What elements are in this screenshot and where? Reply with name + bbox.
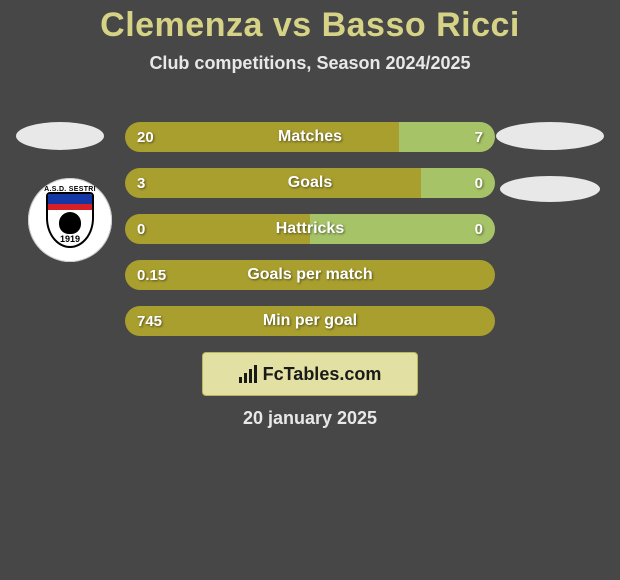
stat-row: 00Hattricks bbox=[125, 214, 495, 244]
stat-label: Hattricks bbox=[125, 214, 495, 244]
bar-chart-icon bbox=[239, 365, 257, 383]
stat-label: Min per goal bbox=[125, 306, 495, 336]
stat-row: 0.15Goals per match bbox=[125, 260, 495, 290]
player-right-placeholder-2 bbox=[500, 176, 600, 202]
stat-label: Goals bbox=[125, 168, 495, 198]
comparison-infographic: Clemenza vs Basso Ricci Club competition… bbox=[0, 0, 620, 580]
club-crest: A.S.D. SESTRI LEVANTE 1919 bbox=[28, 178, 112, 262]
player-left-placeholder bbox=[16, 122, 104, 150]
stat-label: Goals per match bbox=[125, 260, 495, 290]
stat-row: 207Matches bbox=[125, 122, 495, 152]
brand-label: FcTables.com bbox=[263, 364, 382, 385]
stat-row: 30Goals bbox=[125, 168, 495, 198]
crest-year: 1919 bbox=[48, 234, 92, 244]
shield-icon: 1919 bbox=[46, 192, 94, 248]
page-subtitle: Club competitions, Season 2024/2025 bbox=[0, 53, 620, 74]
stats-panel: 207Matches 30Goals 00Hattricks 0.15Goals pe… bbox=[110, 122, 510, 352]
page-title: Clemenza vs Basso Ricci bbox=[0, 0, 620, 45]
stat-label: Matches bbox=[125, 122, 495, 152]
player-right-placeholder bbox=[496, 122, 604, 150]
stat-row: 745Min per goal bbox=[125, 306, 495, 336]
date-label: 20 january 2025 bbox=[0, 408, 620, 429]
brand-badge: FcTables.com bbox=[202, 352, 418, 396]
